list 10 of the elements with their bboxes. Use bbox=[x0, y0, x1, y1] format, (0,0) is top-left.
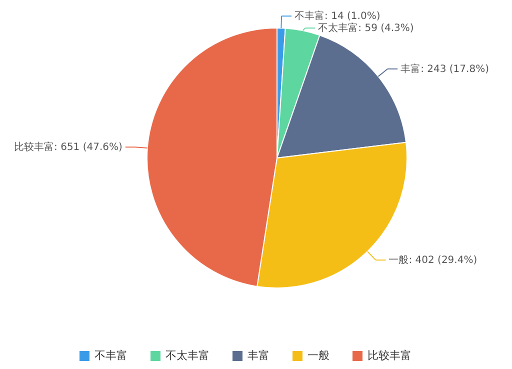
category-label: 一般: 402 (29.4%) bbox=[388, 255, 478, 266]
category-label: 不太丰富: 59 (4.3%) bbox=[318, 23, 414, 34]
legend-label: 一般 bbox=[308, 349, 330, 362]
category-label: 丰富: 243 (17.8%) bbox=[400, 64, 489, 75]
legend-label: 比较丰富 bbox=[368, 349, 412, 362]
category-label: 比较丰富: 651 (47.6%) bbox=[14, 142, 122, 154]
category-label: 不丰富: 14 (1.0%) bbox=[294, 11, 380, 22]
legend-label: 丰富 bbox=[248, 349, 270, 362]
legend-label: 不太丰富 bbox=[166, 349, 210, 362]
legend-label: 不丰富 bbox=[94, 349, 128, 362]
